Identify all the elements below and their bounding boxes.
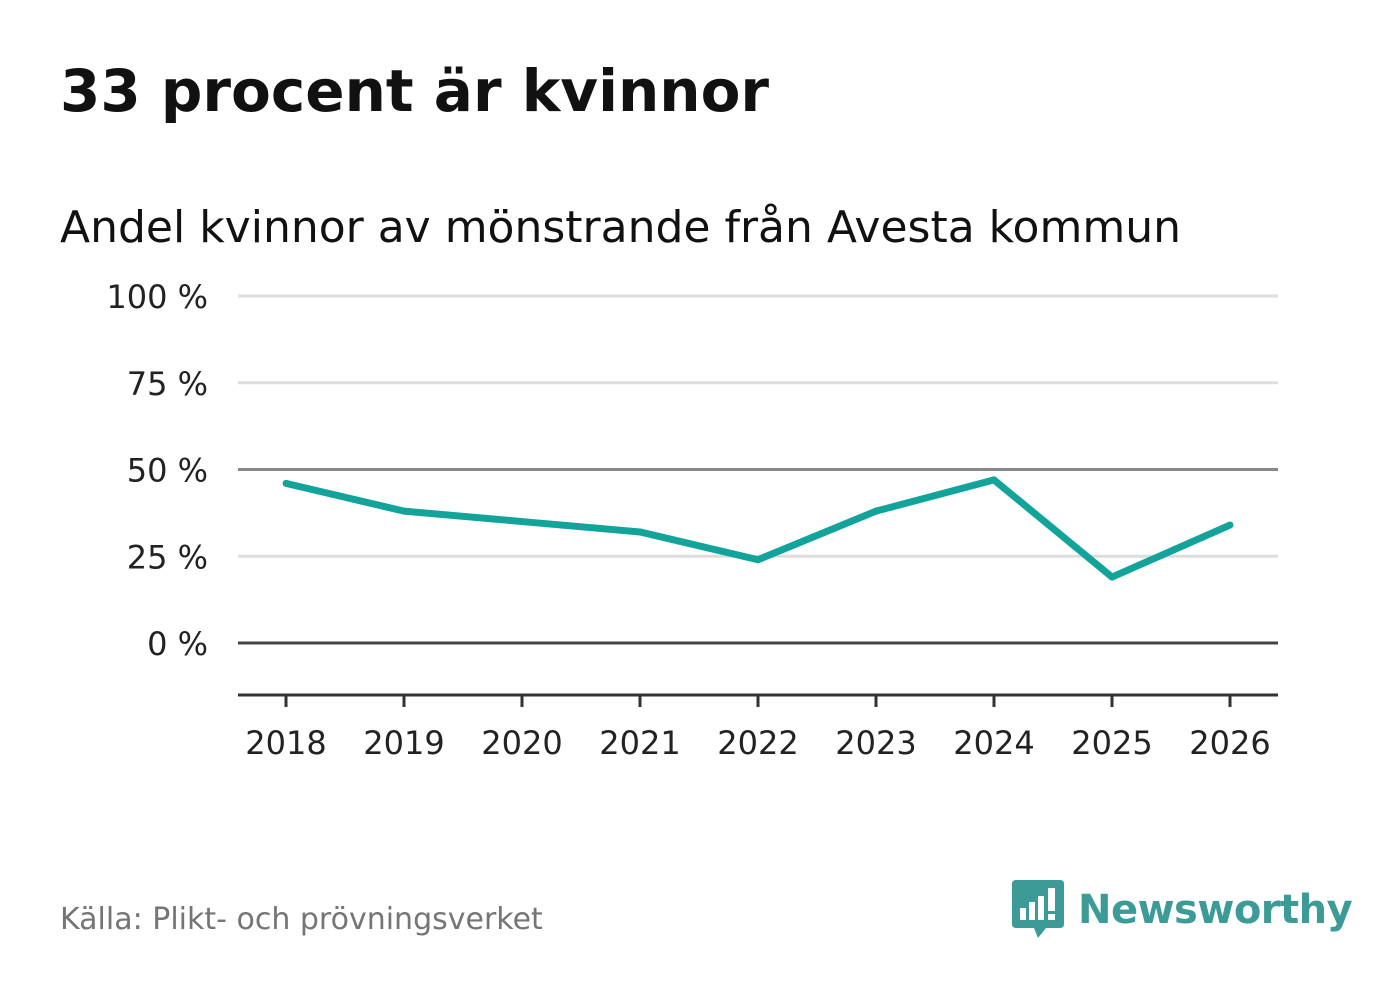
data-point-2022 [754, 556, 762, 564]
data-point-2020 [518, 518, 526, 526]
brand-name: Newsworthy [1078, 887, 1353, 933]
y-tick-label-25: 25 % [127, 538, 208, 576]
x-tick-label-2020: 2020 [481, 724, 562, 762]
data-point-2025 [1108, 573, 1116, 581]
newsworthy-logo-icon [1012, 880, 1064, 938]
chart-title: 33 procent är kvinnor [60, 57, 770, 125]
x-tick-label-2022: 2022 [717, 724, 798, 762]
x-tick-label-2026: 2026 [1189, 724, 1270, 762]
data-point-2026 [1226, 521, 1234, 529]
brand-logo: Newsworthy [1012, 878, 1353, 942]
data-point-2019 [400, 507, 408, 515]
data-point-2024 [990, 476, 998, 484]
y-tick-label-75: 75 % [127, 365, 208, 403]
x-tick-label-2021: 2021 [599, 724, 680, 762]
x-tick-label-2025: 2025 [1071, 724, 1152, 762]
y-tick-label-50: 50 % [127, 452, 208, 490]
data-point-2023 [872, 507, 880, 515]
data-point-2018 [282, 479, 290, 487]
x-tick-label-2023: 2023 [835, 724, 916, 762]
x-tick-label-2019: 2019 [363, 724, 444, 762]
x-tick-label-2018: 2018 [245, 724, 326, 762]
y-tick-label-100: 100 % [106, 278, 208, 316]
x-tick-label-2024: 2024 [953, 724, 1034, 762]
chart-subtitle: Andel kvinnor av mönstrande från Avesta … [60, 202, 1181, 253]
y-tick-label-0: 0 % [147, 625, 208, 663]
data-point-2021 [636, 528, 644, 536]
source-note: Källa: Plikt- och prövningsverket [60, 902, 543, 937]
